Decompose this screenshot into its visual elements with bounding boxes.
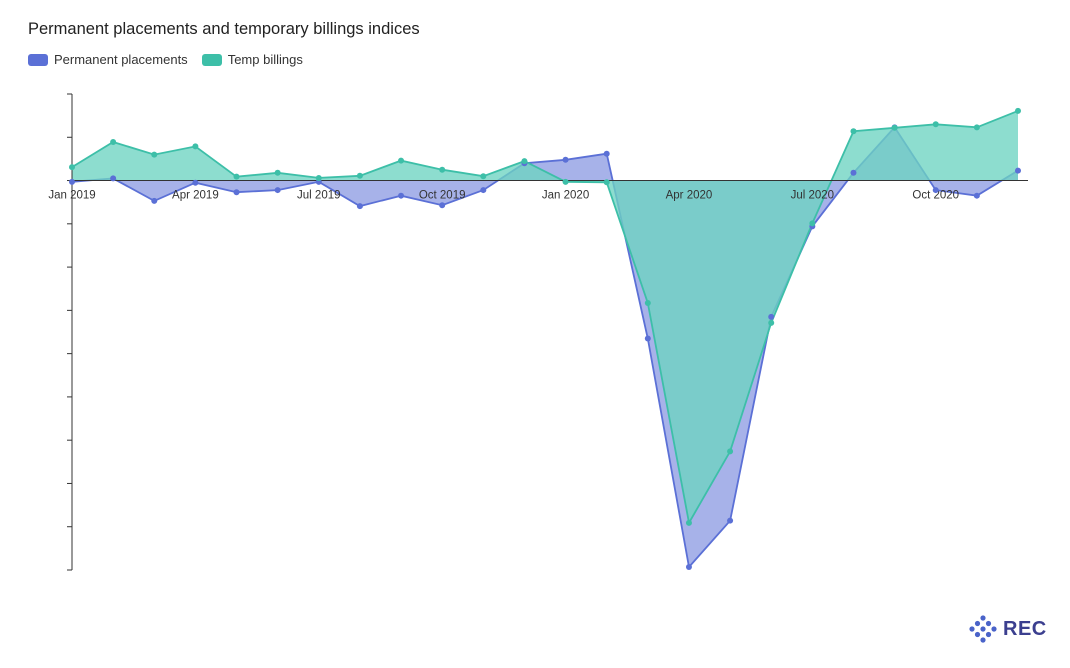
data-point-0[interactable] bbox=[151, 197, 158, 204]
data-point-0[interactable] bbox=[398, 192, 405, 199]
legend-label: Temp billings bbox=[227, 52, 303, 67]
data-point-0[interactable] bbox=[644, 335, 651, 342]
data-point-0[interactable] bbox=[850, 169, 857, 176]
x-tick-label: Oct 2020 bbox=[912, 190, 959, 202]
data-point-0[interactable] bbox=[480, 187, 487, 194]
rec-logo: REC bbox=[968, 614, 1047, 644]
data-point-0[interactable] bbox=[192, 179, 199, 186]
data-point-1[interactable] bbox=[233, 173, 240, 180]
x-tick-label: Apr 2020 bbox=[666, 190, 713, 202]
data-point-1[interactable] bbox=[603, 179, 610, 186]
data-point-0[interactable] bbox=[69, 178, 75, 185]
data-point-1[interactable] bbox=[110, 139, 117, 146]
data-point-0[interactable] bbox=[603, 150, 610, 157]
data-point-0[interactable] bbox=[727, 517, 734, 524]
data-point-0[interactable] bbox=[110, 175, 117, 182]
legend-swatch bbox=[201, 53, 222, 66]
data-point-0[interactable] bbox=[932, 187, 939, 194]
series-points bbox=[69, 107, 1021, 570]
data-point-1[interactable] bbox=[891, 124, 898, 131]
data-point-1[interactable] bbox=[151, 151, 158, 158]
data-point-1[interactable] bbox=[644, 300, 651, 307]
legend-label: Permanent placements bbox=[54, 52, 188, 67]
data-point-1[interactable] bbox=[356, 172, 363, 179]
data-point-1[interactable] bbox=[1015, 107, 1021, 114]
data-point-1[interactable] bbox=[398, 157, 405, 164]
data-point-1[interactable] bbox=[521, 158, 528, 165]
rec-logo-icon bbox=[969, 615, 997, 643]
data-point-1[interactable] bbox=[768, 319, 775, 326]
series-line-1 bbox=[71, 110, 1019, 526]
data-point-0[interactable] bbox=[233, 189, 240, 196]
y-axis bbox=[67, 93, 73, 571]
data-point-1[interactable] bbox=[685, 519, 692, 526]
data-point-0[interactable] bbox=[274, 187, 281, 194]
data-point-1[interactable] bbox=[274, 169, 281, 176]
legend: Permanent placements Temp billings bbox=[28, 52, 303, 67]
data-point-0[interactable] bbox=[356, 203, 363, 210]
data-point-0[interactable] bbox=[1015, 167, 1021, 174]
legend-swatch bbox=[28, 53, 48, 66]
data-point-1[interactable] bbox=[192, 143, 199, 150]
data-point-1[interactable] bbox=[932, 121, 939, 128]
data-point-1[interactable] bbox=[850, 128, 857, 135]
data-point-1[interactable] bbox=[562, 178, 569, 185]
data-point-1[interactable] bbox=[809, 220, 816, 227]
data-point-1[interactable] bbox=[973, 124, 980, 131]
x-tick-label: Apr 2019 bbox=[172, 190, 219, 202]
data-point-0[interactable] bbox=[768, 313, 775, 320]
series-area-1 bbox=[72, 110, 1018, 523]
data-point-0[interactable] bbox=[562, 156, 569, 163]
data-point-1[interactable] bbox=[315, 174, 322, 181]
series-areas bbox=[71, 110, 1019, 569]
x-tick-label: Jul 2019 bbox=[297, 190, 340, 202]
data-point-1[interactable] bbox=[727, 448, 734, 455]
x-axis: Jan 2019 Apr 2019 Jul 2019 Oct 2019 Jan 2020… bbox=[48, 180, 1028, 202]
data-point-1[interactable] bbox=[439, 166, 446, 173]
x-tick-label: Jul 2020 bbox=[791, 190, 834, 202]
rec-logo-text: REC bbox=[1003, 617, 1047, 640]
data-point-1[interactable] bbox=[480, 173, 487, 180]
chart-title: Permanent placements and temporary billi… bbox=[28, 20, 420, 38]
x-tick-label: Oct 2019 bbox=[419, 190, 466, 202]
data-point-0[interactable] bbox=[973, 192, 980, 199]
data-point-1[interactable] bbox=[69, 164, 75, 171]
legend-item-permanent-placements[interactable]: Permanent placements bbox=[28, 52, 188, 67]
data-point-0[interactable] bbox=[685, 563, 692, 570]
x-tick-label: Jan 2020 bbox=[542, 190, 589, 202]
data-point-0[interactable] bbox=[439, 202, 446, 209]
legend-item-temp-billings[interactable]: Temp billings bbox=[201, 52, 303, 67]
